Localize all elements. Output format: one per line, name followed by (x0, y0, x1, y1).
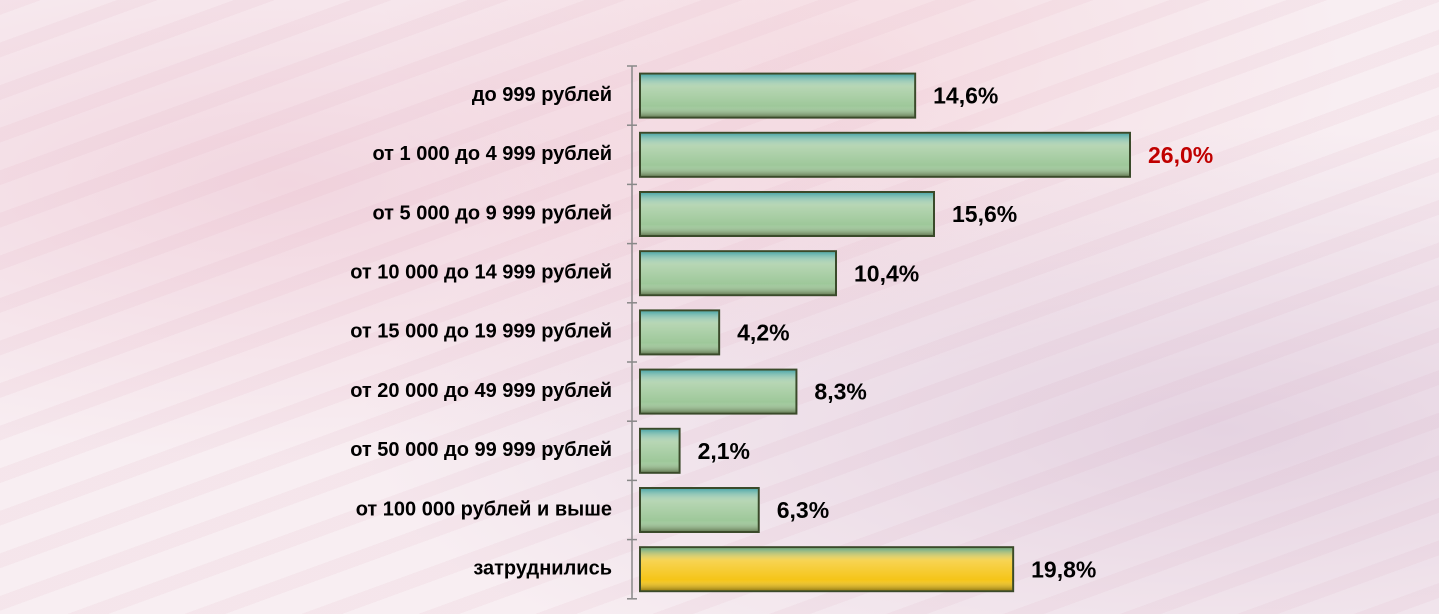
category-label: от 1 000 до 4 999 рублей (372, 143, 612, 165)
category-label: от 20 000 до 49 999 рублей (350, 380, 612, 402)
value-label: 6,3% (777, 497, 829, 523)
bar-shine (641, 133, 1129, 176)
value-label: 19,8% (1031, 556, 1096, 582)
value-label: 2,1% (698, 438, 750, 464)
category-label: от 15 000 до 19 999 рублей (350, 321, 612, 343)
value-label: 26,0% (1148, 142, 1213, 168)
value-label: 14,6% (933, 83, 998, 109)
category-label: от 10 000 до 14 999 рублей (350, 261, 612, 283)
bar-shine (641, 370, 796, 413)
category-label: от 5 000 до 9 999 рублей (372, 202, 612, 224)
bar-shine (641, 74, 915, 117)
category-label: до 999 рублей (472, 84, 612, 106)
bar-shine (641, 548, 1013, 591)
bar-shine (641, 311, 719, 354)
value-label: 15,6% (952, 201, 1017, 227)
category-label: от 100 000 рублей и выше (356, 498, 612, 520)
bar-shine (641, 252, 835, 295)
category-label: затруднились (473, 557, 612, 579)
value-label: 8,3% (814, 379, 866, 405)
bar-shine (641, 193, 933, 235)
value-label: 10,4% (854, 260, 919, 286)
bar-shine (641, 489, 758, 531)
bar-shine (641, 429, 679, 472)
value-label: 4,2% (737, 319, 789, 345)
category-label: от 50 000 до 99 999 рублей (350, 439, 612, 461)
